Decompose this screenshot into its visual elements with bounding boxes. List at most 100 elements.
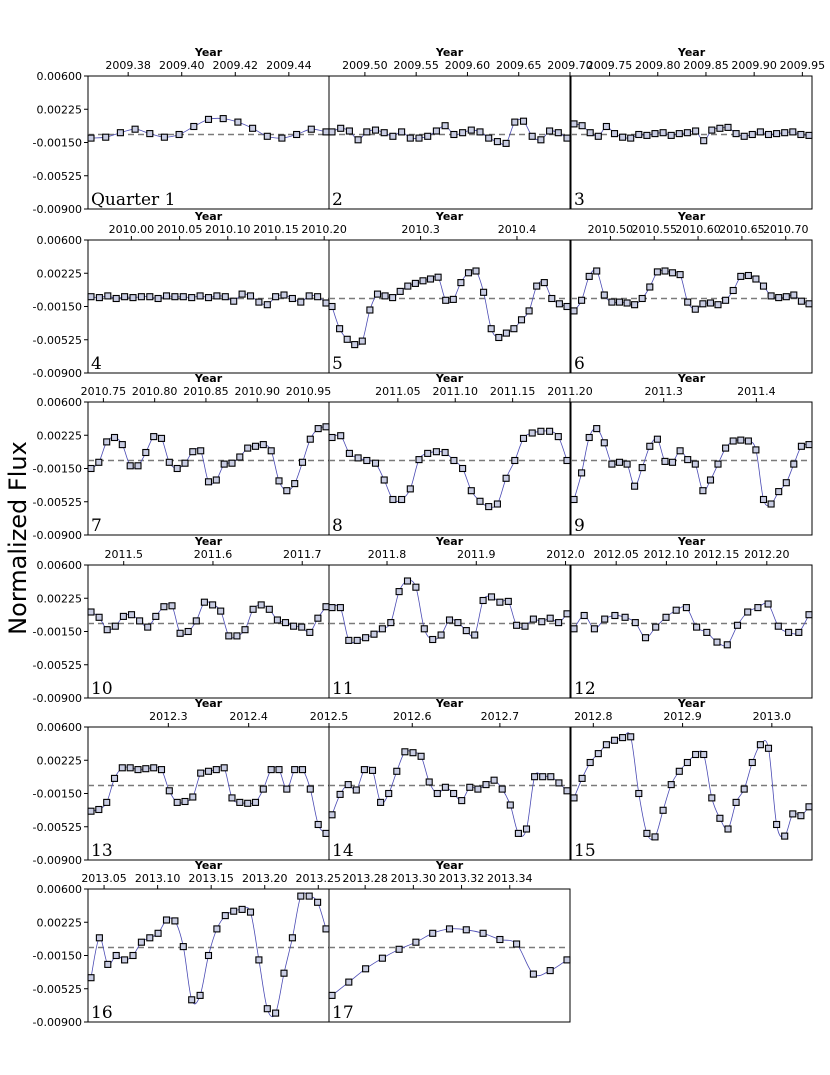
data-point <box>767 292 775 300</box>
data-point <box>322 299 330 307</box>
data-point <box>790 460 798 468</box>
data-point <box>154 929 162 937</box>
flux-line <box>331 750 568 837</box>
y-tick-label: -0.00900 <box>33 203 82 216</box>
data-point <box>661 457 669 465</box>
y-tick-label: 0.00225 <box>37 916 83 929</box>
data-point <box>693 623 701 631</box>
data-point <box>409 749 417 757</box>
data-point <box>675 130 683 138</box>
data-point <box>570 625 578 633</box>
data-point <box>756 741 764 749</box>
data-point <box>450 130 458 139</box>
data-point <box>466 783 474 791</box>
data-point <box>555 619 563 627</box>
panel-frame <box>87 401 330 536</box>
x-tick-label: 2012.0 <box>546 548 585 561</box>
data-point <box>781 129 789 137</box>
data-point <box>600 291 608 299</box>
data-point <box>594 750 602 758</box>
data-point <box>196 991 204 999</box>
x-axis-title: Year <box>677 372 706 385</box>
data-point <box>537 427 545 435</box>
y-tick-label: -0.00525 <box>33 821 82 834</box>
x-axis-title: Year <box>194 535 223 548</box>
data-point <box>668 269 677 277</box>
data-point <box>519 434 528 442</box>
data-point <box>134 462 142 470</box>
data-point <box>246 908 255 916</box>
data-point <box>529 615 537 623</box>
data-point <box>752 275 760 283</box>
data-point <box>631 619 639 627</box>
x-tick-label: 2010.80 <box>132 385 178 398</box>
data-point <box>511 118 519 126</box>
data-point <box>188 294 196 302</box>
data-point <box>192 617 200 625</box>
data-point <box>95 458 103 466</box>
data-point <box>363 128 371 136</box>
data-point <box>424 449 432 457</box>
data-point <box>737 436 745 444</box>
x-tick-label: 2011.15 <box>490 385 536 398</box>
panel-frame <box>570 564 813 699</box>
data-point <box>585 272 593 280</box>
data-point <box>619 133 627 141</box>
x-tick-label: 2010.65 <box>719 223 765 236</box>
data-point <box>275 766 283 774</box>
data-point <box>539 773 547 781</box>
data-point <box>714 301 722 309</box>
data-point <box>165 458 173 466</box>
data-point <box>703 628 711 636</box>
data-point <box>729 437 737 445</box>
data-point <box>263 132 271 140</box>
data-point <box>380 129 388 137</box>
x-tick-label: 2010.05 <box>157 223 203 236</box>
data-point <box>627 134 635 142</box>
data-point <box>103 798 111 806</box>
x-tick-label: 2009.90 <box>731 59 777 72</box>
x-axis-title: Year <box>194 372 223 385</box>
data-point <box>479 929 487 937</box>
data-point <box>774 622 782 630</box>
data-point <box>748 130 756 139</box>
data-point <box>517 316 526 324</box>
x-tick-label: 2011.10 <box>432 385 478 398</box>
data-point <box>586 129 594 137</box>
data-point <box>395 588 403 596</box>
y-tick-label: -0.00525 <box>33 983 82 996</box>
data-point <box>487 593 496 601</box>
x-tick-label: 2009.60 <box>445 59 491 72</box>
data-point <box>429 929 437 937</box>
data-point <box>723 641 731 649</box>
data-point <box>87 608 95 616</box>
y-tick-label: -0.00150 <box>33 626 82 639</box>
data-point <box>403 577 412 585</box>
data-point <box>291 480 299 488</box>
data-point <box>230 297 238 305</box>
panel-7: 0.00600 0.00225 -0.00150 -0.00525 -0.00900 20… <box>33 372 332 542</box>
panel-frame <box>328 726 571 861</box>
data-point <box>381 292 389 300</box>
x-tick-label: 2010.70 <box>763 223 809 236</box>
data-point <box>646 283 654 291</box>
data-point <box>95 805 103 814</box>
data-point <box>797 297 805 305</box>
data-point <box>651 833 659 841</box>
data-point <box>336 604 344 612</box>
data-point <box>154 294 162 303</box>
data-point <box>395 945 403 953</box>
data-point <box>217 607 225 615</box>
data-point <box>373 290 382 298</box>
data-point <box>441 783 449 791</box>
x-axis-title: Year <box>194 859 223 872</box>
data-point <box>471 631 479 639</box>
data-point <box>754 604 762 612</box>
data-point <box>181 459 189 467</box>
data-point <box>485 134 493 142</box>
data-point <box>510 325 518 333</box>
data-point <box>95 613 103 621</box>
data-point <box>209 601 217 609</box>
data-point <box>204 294 213 302</box>
